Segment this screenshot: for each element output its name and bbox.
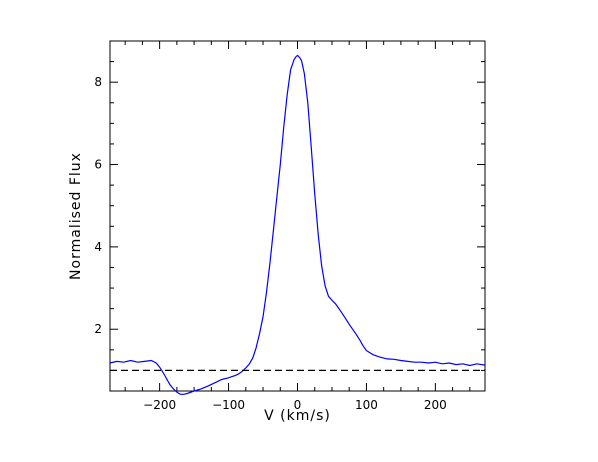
y-tick-label: 6	[94, 158, 102, 172]
x-tick-label: 200	[424, 398, 447, 412]
y-tick-label: 8	[94, 75, 102, 89]
x-axis-label: V (km/s)	[264, 408, 331, 424]
x-tick-label: 100	[355, 398, 378, 412]
y-tick-label: 4	[94, 240, 102, 254]
y-tick-label: 2	[94, 322, 102, 336]
plot-frame	[109, 40, 486, 392]
tick-labels: −200 −100 0 100 200 2 4 6 8	[94, 75, 446, 412]
x-tick-label: −100	[212, 398, 245, 412]
y-axis-label: Normalised Flux	[68, 152, 84, 280]
series-layer	[109, 54, 486, 395]
x-tick-label: −200	[143, 398, 176, 412]
ticks	[110, 40, 485, 391]
flux-profile-line	[109, 54, 486, 395]
x-tick-label: 0	[294, 398, 302, 412]
